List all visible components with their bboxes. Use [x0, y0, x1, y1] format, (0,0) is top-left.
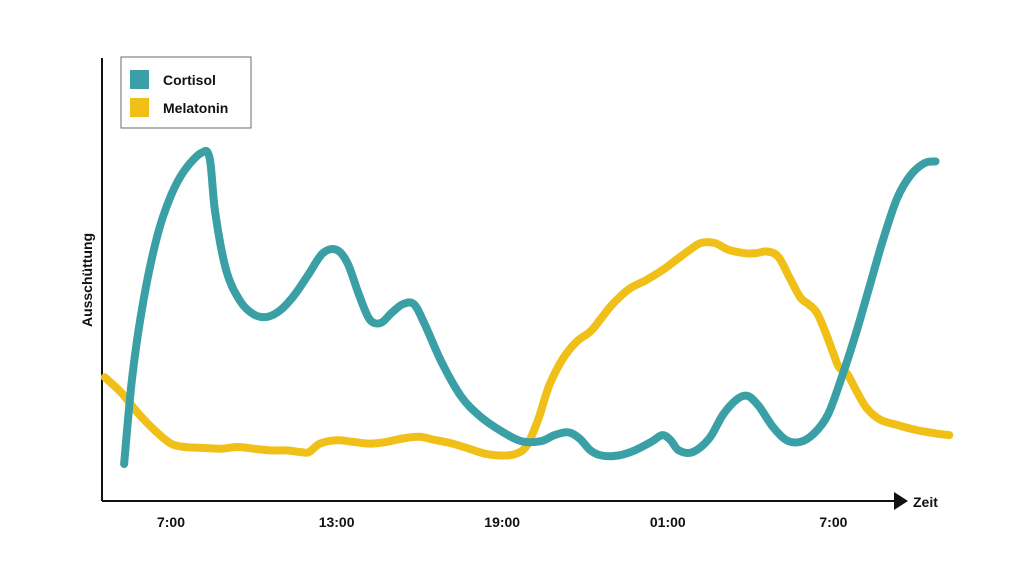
x-tick-labels: 7:00 13:00 19:00 01:00 7:00: [157, 514, 848, 530]
x-tick-label: 01:00: [650, 514, 686, 530]
x-tick-label: 7:00: [819, 514, 847, 530]
axes-layer: Zeit Ausschüttung: [79, 58, 938, 510]
x-axis-arrow-icon: [894, 492, 908, 510]
legend-swatch-cortisol: [130, 70, 149, 89]
x-tick-label: 13:00: [319, 514, 355, 530]
series-line-melatonin: [100, 238, 954, 460]
x-axis-title: Zeit: [913, 494, 938, 510]
legend-swatch-melatonin: [130, 98, 149, 117]
legend: Cortisol Melatonin: [120, 56, 252, 129]
y-axis-title: Ausschüttung: [79, 233, 95, 327]
legend-label-melatonin: Melatonin: [163, 100, 228, 116]
series-layer: [100, 146, 954, 468]
legend-box: [120, 56, 252, 129]
x-tick-label: 19:00: [484, 514, 520, 530]
series-line-cortisol: [120, 146, 940, 468]
x-tick-label: 7:00: [157, 514, 185, 530]
legend-label-cortisol: Cortisol: [163, 72, 216, 88]
